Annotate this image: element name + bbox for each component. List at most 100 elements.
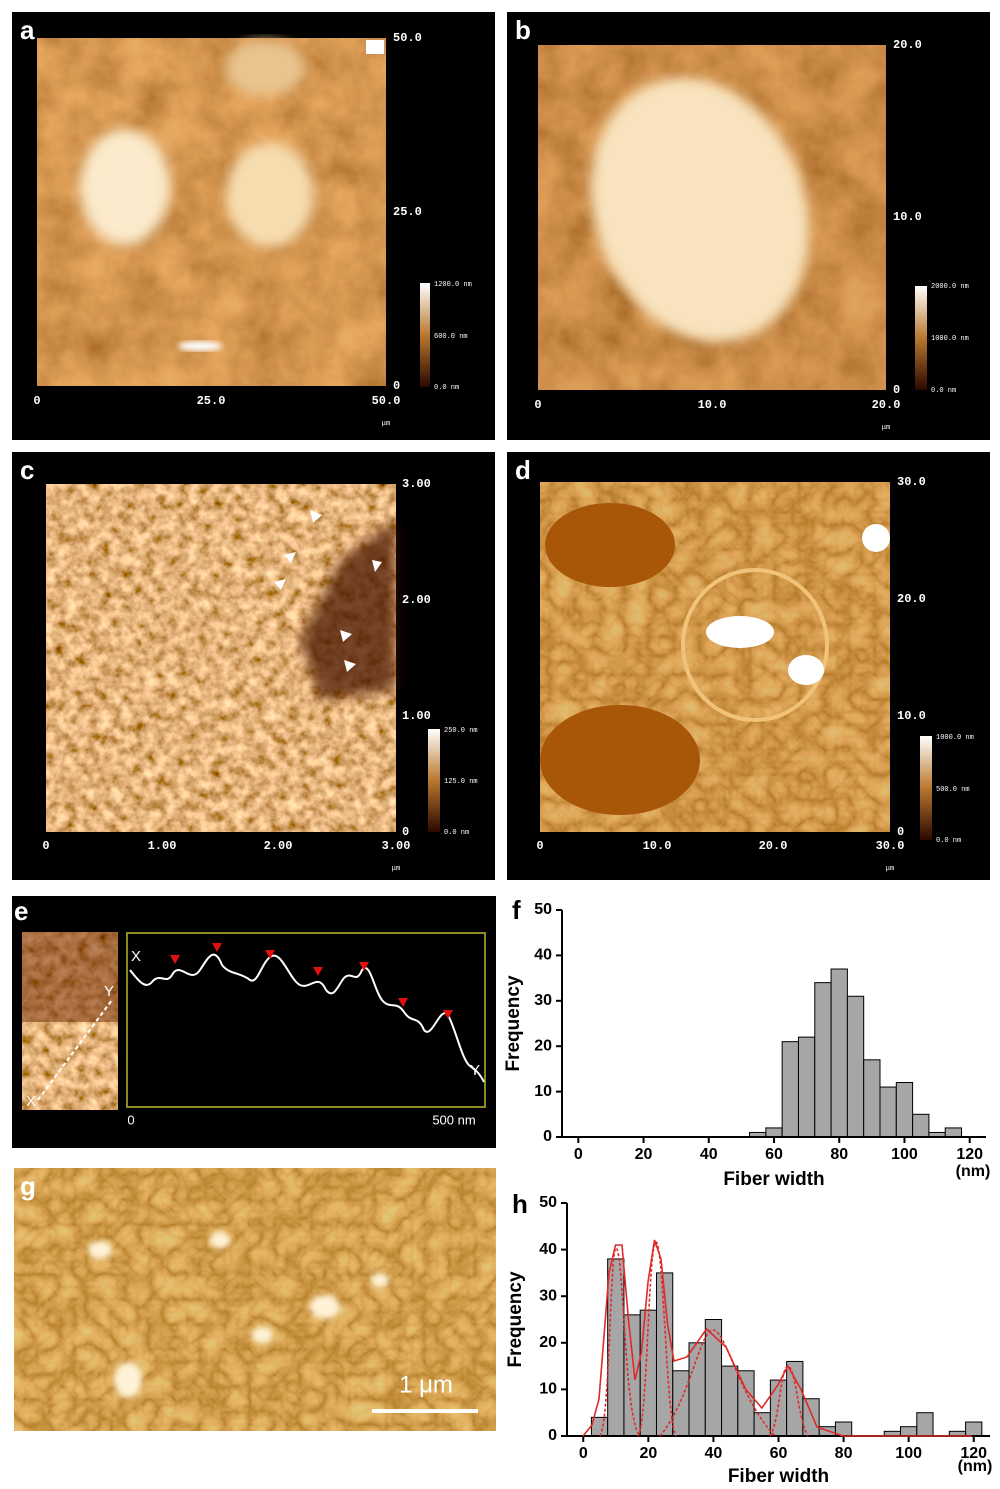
panel-label: c <box>20 455 34 485</box>
depression <box>300 520 396 700</box>
bar <box>916 1412 934 1437</box>
y-tick-label: 20 <box>539 1334 557 1351</box>
y-tick-label: 30 <box>539 1287 557 1304</box>
x-axis-label: Fiber width <box>728 1466 829 1487</box>
profile-start: X <box>131 948 141 965</box>
y-tick-label: 0 <box>393 379 400 393</box>
bar <box>797 1036 816 1138</box>
y-tick-label: 30 <box>534 992 552 1009</box>
y-tick-label: 10 <box>539 1381 557 1398</box>
y-tick-label: 30.0 <box>897 475 926 489</box>
bar <box>737 1370 755 1437</box>
y-tick-label: 40 <box>539 1241 557 1258</box>
x-tick-label: 50.0 <box>372 394 401 408</box>
y-tick-label: 10.0 <box>893 210 922 224</box>
bar <box>623 1314 641 1437</box>
y-tick-label: 25.0 <box>393 205 422 219</box>
x-tick-label: 20.0 <box>759 839 788 853</box>
x-tick-label: 30.0 <box>876 839 905 853</box>
x-tick-label: 0 <box>42 839 49 853</box>
fit-component <box>637 1241 677 1437</box>
unit-label: μm <box>882 424 890 432</box>
x-tick-label: 0 <box>536 839 543 853</box>
panel-e: X Y X Y 0 500 nm e <box>12 896 496 1148</box>
x-tick-label: 0 <box>579 1445 588 1462</box>
fit-curves <box>582 1239 972 1437</box>
color-bar-label: 600.0 nm <box>434 333 468 341</box>
color-bar-label: 1200.0 nm <box>434 281 472 289</box>
afm-texture <box>14 1168 496 1431</box>
color-bar <box>915 286 927 390</box>
x-tick-label: 120 <box>960 1445 987 1462</box>
y-tick-label: 0 <box>402 825 409 839</box>
panel-g: 1 μm g <box>14 1168 496 1431</box>
x-tick-label: 80 <box>830 1146 848 1163</box>
fiber-nodes <box>88 1232 389 1398</box>
bar <box>704 1319 723 1437</box>
x-tick-label: 3.00 <box>382 839 411 853</box>
x-tick-label: 20 <box>639 1445 657 1462</box>
y-tick-label: 20.0 <box>897 592 926 606</box>
bar <box>846 995 865 1138</box>
x-tick-label: 0 <box>534 398 541 412</box>
cell <box>225 40 305 96</box>
y-tick-label: 0 <box>893 383 900 397</box>
y-tick-label: 20 <box>534 1037 552 1054</box>
panel-label: a <box>20 15 35 45</box>
debris <box>178 341 222 351</box>
panel-c: c 3.00 2.00 1.00 0 0 1.00 2.00 3.00 μm 2… <box>12 452 495 880</box>
x-tick-label: 25.0 <box>197 394 226 408</box>
color-bar-label: 1000.0 nm <box>936 734 974 742</box>
fit-component <box>599 1247 641 1437</box>
arrowheads <box>274 510 382 672</box>
afm-tint <box>22 932 118 1022</box>
y-tick-label: 10 <box>534 1083 552 1100</box>
y-tick-label: 10.0 <box>897 709 926 723</box>
y-tick-label: 50 <box>534 901 552 918</box>
height-profile <box>129 953 485 1083</box>
y-tick-label: 2.00 <box>402 593 431 607</box>
y-tick-label: 1.00 <box>402 709 431 723</box>
color-bar-label: 125.0 nm <box>444 778 478 786</box>
profile-end: Y <box>104 983 114 1000</box>
bright-region <box>706 616 774 648</box>
y-tick-label: 50.0 <box>393 31 422 45</box>
x-tick-label: 120 <box>956 1146 983 1163</box>
panel-label: b <box>515 15 531 45</box>
bar <box>765 1127 783 1138</box>
x-tick-label: 20.0 <box>872 398 901 412</box>
color-bar <box>420 283 430 387</box>
color-bar-label: 0.0 nm <box>931 387 956 395</box>
fit-component <box>769 1365 809 1437</box>
color-bar-label: 0.0 nm <box>936 837 961 845</box>
unit-label: μm <box>382 420 390 428</box>
histogram-chart: 0 10 20 30 40 50 0 20 40 60 80 100 120 h Frequency Fibe… <box>505 1189 992 1487</box>
panel-d: d 30.0 20.0 10.0 0 0 10.0 20.0 30.0 μm 1… <box>507 452 990 880</box>
bar <box>769 1379 788 1437</box>
color-bar <box>920 736 932 840</box>
bar <box>863 1059 881 1138</box>
x-tick-label: 100 <box>891 1146 918 1163</box>
x-tick-label: 60 <box>770 1445 788 1462</box>
x-tick-label: 1.00 <box>148 839 177 853</box>
panel-b: b 20.0 10.0 0 0 10.0 20.0 μm 2000.0 nm 1… <box>507 12 990 440</box>
y-axis-label: Frequency <box>505 1271 526 1368</box>
x-axis-unit: (nm) <box>958 1458 993 1475</box>
x-tick-label: 0 <box>33 394 40 408</box>
y-tick-label: 3.00 <box>402 477 431 491</box>
fit-component <box>659 1329 776 1437</box>
profile-start: X <box>26 1093 36 1110</box>
bar <box>721 1365 739 1437</box>
y-tick-label: 0 <box>543 1128 552 1145</box>
y-tick-label: 20.0 <box>893 38 922 52</box>
bar <box>830 968 848 1138</box>
y-tick-label: 0 <box>897 825 904 839</box>
bar <box>965 1421 983 1437</box>
unit-label: μm <box>392 865 400 873</box>
x-axis-label: Fiber width <box>723 1169 824 1190</box>
bar <box>786 1360 804 1437</box>
color-bar <box>428 729 440 832</box>
cell-nucleus <box>226 143 314 247</box>
color-bar-label: 2000.0 nm <box>931 283 969 291</box>
